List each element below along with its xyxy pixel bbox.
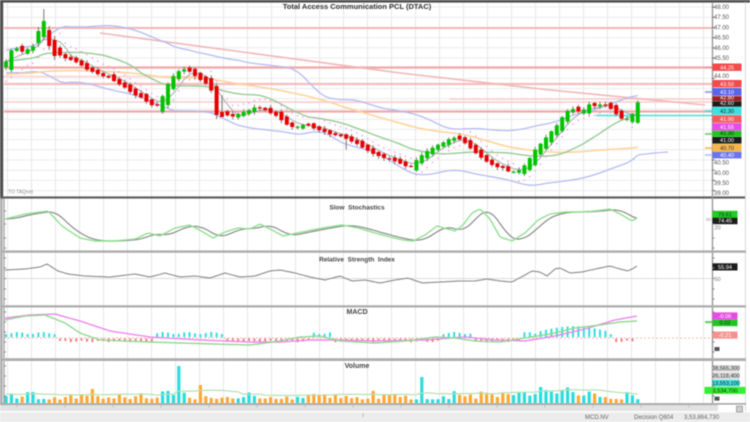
svg-text:39.00: 39.00 xyxy=(714,191,730,197)
svg-text:20: 20 xyxy=(715,226,721,232)
svg-text:80: 80 xyxy=(706,217,712,222)
svg-text:26,118,400: 26,118,400 xyxy=(712,374,740,380)
svg-text:Decision Q604: Decision Q604 xyxy=(634,415,674,421)
svg-text:13,553,100: 13,553,100 xyxy=(712,381,740,387)
svg-text:50: 50 xyxy=(715,277,721,283)
svg-text:40.00: 40.00 xyxy=(714,171,730,177)
svg-text:MACD: MACD xyxy=(347,309,368,316)
svg-text:41.90: 41.90 xyxy=(720,117,734,123)
svg-text:46.50: 46.50 xyxy=(714,36,730,42)
svg-text:-0.21: -0.21 xyxy=(719,333,732,339)
svg-text:48.00: 48.00 xyxy=(714,5,730,11)
svg-text:43.10: 43.10 xyxy=(720,90,734,96)
svg-text:42.30: 42.30 xyxy=(720,109,734,115)
svg-text:47.00: 47.00 xyxy=(714,25,730,31)
svg-text:41.55: 41.55 xyxy=(720,125,734,131)
svg-text:47.50: 47.50 xyxy=(714,15,730,21)
svg-text:41.30: 41.30 xyxy=(720,131,734,137)
svg-text:43.50: 43.50 xyxy=(720,82,734,88)
svg-text:0.02: 0.02 xyxy=(720,321,731,327)
svg-text:44.25: 44.25 xyxy=(720,65,734,71)
svg-text:40.40: 40.40 xyxy=(720,153,734,159)
svg-text:44.00: 44.00 xyxy=(714,74,730,80)
svg-text:Slow Stochastics: Slow Stochastics xyxy=(329,205,385,212)
svg-text:3,534,700: 3,534,700 xyxy=(713,388,738,394)
svg-text:38,565,300: 38,565,300 xyxy=(712,366,740,372)
svg-text:3,53,864,730: 3,53,864,730 xyxy=(684,415,720,421)
svg-text:79.61: 79.61 xyxy=(718,212,732,218)
svg-text:74.45: 74.45 xyxy=(718,219,732,225)
svg-text:46.00: 46.00 xyxy=(714,46,730,52)
svg-text:40.50: 40.50 xyxy=(714,161,730,167)
svg-text:55.94: 55.94 xyxy=(718,265,732,271)
svg-text:Total Access Communication PCL: Total Access Communication PCL (DTAC) xyxy=(283,2,432,11)
svg-text:40.70: 40.70 xyxy=(720,146,734,152)
svg-text:42.60: 42.60 xyxy=(720,101,734,107)
svg-text:-0.06: -0.06 xyxy=(719,314,732,320)
svg-text:Relative Strength Index: Relative Strength Index xyxy=(319,257,395,264)
svg-text:MCD.NV: MCD.NV xyxy=(585,415,609,421)
svg-text:Volume: Volume xyxy=(345,363,370,370)
svg-text:TO TAQnet: TO TAQnet xyxy=(8,190,34,196)
svg-text:41.00: 41.00 xyxy=(720,138,734,144)
svg-text:42.80: 42.80 xyxy=(720,96,734,102)
svg-text:45.50: 45.50 xyxy=(714,56,730,62)
svg-text:39.50: 39.50 xyxy=(714,181,730,187)
